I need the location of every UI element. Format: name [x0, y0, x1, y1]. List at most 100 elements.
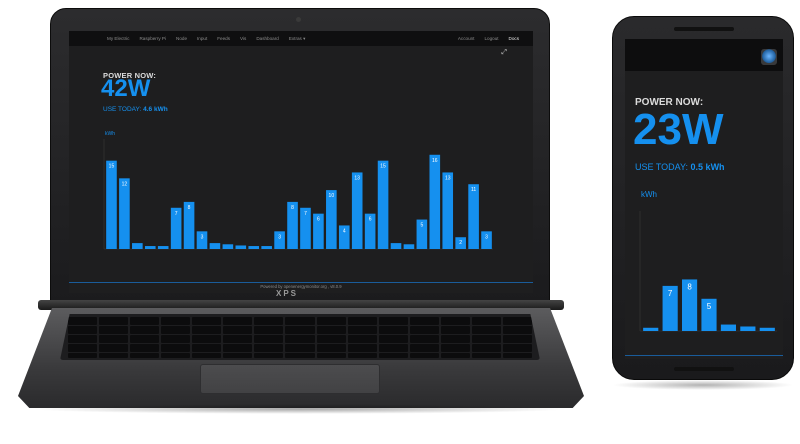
- bar[interactable]: [429, 154, 441, 249]
- footer: Powered by openenergymonitor.org , v8.0.…: [69, 281, 533, 293]
- bar[interactable]: [442, 172, 454, 249]
- keyboard-key: [409, 344, 439, 352]
- bar[interactable]: [455, 237, 466, 249]
- bar-value-label: 7: [175, 211, 178, 217]
- bar[interactable]: [643, 327, 659, 331]
- keyboard-key: [285, 353, 315, 358]
- bar[interactable]: [235, 245, 247, 249]
- phone-earpiece: [674, 27, 734, 31]
- nav-item-raspberry-pi[interactable]: Raspberry Pi: [139, 35, 167, 41]
- bar[interactable]: [274, 231, 285, 249]
- bar-value-label: 8: [188, 205, 191, 211]
- y-axis-label: kWh: [641, 190, 657, 199]
- bar[interactable]: [132, 243, 143, 249]
- keyboard-key: [99, 344, 129, 352]
- keyboard-key: [68, 326, 98, 334]
- bar[interactable]: [326, 190, 337, 249]
- bar[interactable]: [662, 285, 678, 331]
- bar[interactable]: [248, 246, 260, 249]
- bar-value-label: 7: [304, 211, 307, 217]
- keyboard-key: [347, 335, 377, 343]
- bar[interactable]: [170, 207, 182, 249]
- bar[interactable]: [740, 326, 756, 331]
- keyboard-key: [68, 335, 98, 343]
- bar[interactable]: [416, 219, 428, 249]
- bar[interactable]: [364, 213, 376, 249]
- bar[interactable]: [759, 327, 775, 331]
- bar[interactable]: [403, 244, 415, 249]
- laptop-hinge: [38, 300, 564, 310]
- bar-value-label: 5: [420, 223, 423, 229]
- phone-app-bar: [625, 39, 783, 71]
- bar-value-label: 8: [291, 205, 294, 211]
- bar[interactable]: [351, 172, 363, 249]
- keyboard-key: [440, 344, 470, 352]
- keyboard-key: [316, 317, 346, 325]
- bar[interactable]: [468, 184, 479, 249]
- nav-item-vis[interactable]: Vis: [240, 35, 247, 41]
- footer-divider: [69, 282, 533, 283]
- keyboard-key: [409, 335, 439, 343]
- keyboard-key: [99, 326, 129, 334]
- nav-item-logout[interactable]: Logout: [484, 36, 499, 41]
- keyboard-key: [192, 317, 222, 325]
- nav-item-account[interactable]: Account: [457, 36, 475, 41]
- bar[interactable]: [338, 225, 350, 249]
- nav-item-docs[interactable]: Docs: [508, 36, 519, 41]
- bar[interactable]: [183, 201, 195, 249]
- bar-value-label: 6: [317, 217, 320, 223]
- nav-item-extras[interactable]: Extras ▾: [288, 35, 306, 41]
- keyboard-key: [99, 317, 129, 325]
- keyboard-key: [409, 326, 439, 334]
- bar[interactable]: [261, 246, 272, 249]
- bar-value-label: 3: [278, 234, 281, 240]
- bar[interactable]: [119, 178, 130, 249]
- keyboard-key: [285, 317, 315, 325]
- laptop-brand-logo: XPS: [276, 289, 299, 298]
- bar[interactable]: [106, 160, 117, 249]
- keyboard-key: [223, 317, 253, 325]
- nav-right-group: Account Logout Docs: [458, 36, 519, 41]
- use-today-label: USE TODAY:: [103, 106, 142, 113]
- bar-value-label: 7: [668, 289, 673, 298]
- power-now-value: 42W: [101, 75, 151, 102]
- nav-item-feeds[interactable]: Feeds: [217, 35, 231, 41]
- bar-value-label: 11: [471, 187, 476, 193]
- bar[interactable]: [144, 246, 156, 249]
- keyboard-key: [378, 344, 408, 352]
- nav-item-node[interactable]: Node: [176, 35, 188, 41]
- bar[interactable]: [720, 324, 737, 331]
- nav-item-input[interactable]: Input: [197, 35, 208, 41]
- bar[interactable]: [157, 246, 169, 249]
- phone-body: POWER NOW: 23W USE TODAY: 0.5 kWh kWh 7 8 5: [612, 16, 794, 380]
- bar[interactable]: [287, 201, 298, 249]
- keyboard-key: [378, 317, 408, 325]
- keyboard-key: [440, 335, 470, 343]
- nav-item-dashboard[interactable]: Dashboard: [256, 35, 279, 41]
- bar[interactable]: [377, 160, 389, 249]
- keyboard-key: [161, 317, 191, 325]
- keyboard-key: [347, 344, 377, 352]
- keyboard-key: [471, 326, 501, 334]
- fullscreen-icon[interactable]: ⤢: [501, 49, 507, 56]
- phone-shadow: [612, 380, 794, 390]
- keyboard-key: [99, 335, 129, 343]
- bar[interactable]: [209, 243, 221, 249]
- bar[interactable]: [196, 231, 208, 249]
- keyboard-key: [285, 326, 315, 334]
- bar[interactable]: [313, 213, 324, 249]
- keyboard-key: [285, 344, 315, 352]
- menu-icon[interactable]: [761, 49, 777, 65]
- bar-value-label: 15: [380, 164, 386, 170]
- phone-power-now-value: 23W: [633, 105, 724, 154]
- bar[interactable]: [701, 298, 717, 331]
- power-now-label: POWER NOW:: [103, 71, 157, 80]
- nav-item-my-electric[interactable]: My Electric: [107, 35, 130, 41]
- bar[interactable]: [300, 207, 311, 249]
- bar-value-label: 6: [369, 217, 372, 223]
- bar[interactable]: [681, 279, 698, 331]
- bar[interactable]: [390, 243, 402, 249]
- bar[interactable]: [222, 244, 234, 249]
- bar[interactable]: [481, 231, 492, 249]
- laptop-screen: My Electric Raspberry Pi Node Input Feed…: [69, 31, 533, 293]
